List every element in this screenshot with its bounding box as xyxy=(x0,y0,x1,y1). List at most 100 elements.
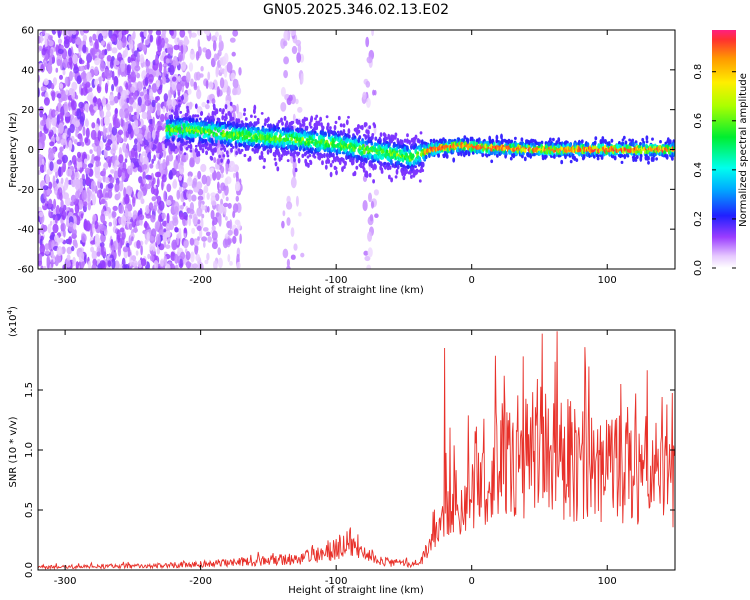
noise-cell xyxy=(84,167,90,174)
noise-cell xyxy=(183,240,189,249)
ridge-cell xyxy=(165,129,169,132)
ridge-cell xyxy=(402,175,406,181)
noise-cell xyxy=(288,94,293,102)
noise-cell xyxy=(54,234,59,242)
ridge-cell xyxy=(324,142,328,148)
noise-cell xyxy=(90,246,95,253)
noise-cell xyxy=(238,67,242,76)
noise-cell xyxy=(68,47,72,57)
noise-cell xyxy=(51,91,56,98)
noise-cell xyxy=(236,220,241,231)
noise-cell xyxy=(92,223,95,234)
ridge-cell xyxy=(187,144,191,149)
noise-cell xyxy=(197,219,201,225)
noise-cell xyxy=(74,203,80,214)
ridge-cell xyxy=(171,137,175,142)
noise-cell xyxy=(230,72,236,82)
noise-cell xyxy=(75,120,80,128)
noise-cell xyxy=(110,169,115,174)
noise-cell xyxy=(229,261,233,266)
ridge-cell xyxy=(255,149,259,154)
noise-cell xyxy=(82,34,88,42)
noise-cell xyxy=(38,142,43,151)
snr-panel: -300 -200 -100 0 100 0.00.51.01.5 Height of … xyxy=(6,306,676,596)
noise-cell xyxy=(179,258,183,267)
ridge-cell xyxy=(367,129,370,136)
noise-cell xyxy=(196,89,202,100)
ridge-cell xyxy=(194,114,198,118)
ridge-cell xyxy=(639,142,642,146)
noise-cell xyxy=(145,204,150,214)
ridge-cell xyxy=(371,133,375,137)
noise-cell xyxy=(124,121,129,131)
noise-cell xyxy=(96,251,101,257)
ridge-cell xyxy=(607,141,611,147)
ridge-cell xyxy=(624,140,628,145)
ridge-cell xyxy=(178,103,181,108)
noise-cell xyxy=(117,129,124,136)
ridge-cell xyxy=(192,131,196,134)
noise-cell xyxy=(159,79,163,85)
noise-cell xyxy=(211,220,215,227)
noise-cell xyxy=(111,126,118,136)
y-tick-label: 60 xyxy=(21,26,34,37)
noise-cell xyxy=(76,108,82,120)
ridge-cell xyxy=(379,132,383,137)
noise-cell xyxy=(48,198,53,208)
ridge-cell xyxy=(639,156,643,162)
ridge-cell xyxy=(364,122,368,127)
ridge-cell xyxy=(408,139,412,145)
noise-cell xyxy=(163,255,168,267)
ridge-cell xyxy=(414,165,417,169)
ridge-cell xyxy=(260,150,264,157)
noise-cell xyxy=(120,110,126,119)
noise-cell xyxy=(194,155,201,165)
ridge-cell xyxy=(418,179,422,183)
ridge-cell xyxy=(351,159,355,166)
ridge-cell xyxy=(283,115,287,121)
noise-cell xyxy=(52,77,58,86)
ridge-cell xyxy=(286,159,290,163)
ridge-cell xyxy=(178,136,181,142)
noise-cell xyxy=(50,251,54,257)
noise-cell xyxy=(211,225,216,231)
noise-cell xyxy=(190,78,194,87)
noise-cell xyxy=(292,113,296,122)
noise-cell xyxy=(155,54,159,64)
noise-cell xyxy=(201,213,205,219)
noise-cell xyxy=(54,110,59,116)
ridge-cell xyxy=(203,134,207,139)
ridge-cell xyxy=(250,114,253,118)
ridge-cell xyxy=(293,157,296,163)
noise-cell xyxy=(56,93,62,99)
noise-cell xyxy=(81,261,86,266)
noise-cell xyxy=(189,49,196,61)
ridge-cell xyxy=(179,144,183,150)
noise-cell xyxy=(156,105,161,116)
ridge-cell xyxy=(345,119,349,126)
noise-cell xyxy=(215,66,219,78)
ridge-cell xyxy=(635,155,639,159)
noise-cell xyxy=(78,251,85,263)
noise-cell xyxy=(145,59,151,67)
noise-cell xyxy=(136,141,141,153)
noise-cell xyxy=(116,136,123,143)
noise-cell xyxy=(189,208,195,215)
ridge-cell xyxy=(306,138,310,142)
ridge-cell xyxy=(420,139,424,145)
noise-cell xyxy=(162,106,166,113)
ridge-cell xyxy=(324,164,328,170)
noise-cell xyxy=(59,83,64,89)
ridge-cell xyxy=(178,126,182,131)
noise-cell xyxy=(215,212,220,218)
ridge-cell xyxy=(277,152,281,157)
ridge-cell xyxy=(401,153,404,158)
noise-cell xyxy=(295,98,299,105)
ridge-cell xyxy=(279,129,282,135)
noise-cell xyxy=(137,96,142,107)
noise-cell xyxy=(139,54,145,64)
ridge-cell xyxy=(234,143,238,149)
noise-cell xyxy=(111,70,115,81)
